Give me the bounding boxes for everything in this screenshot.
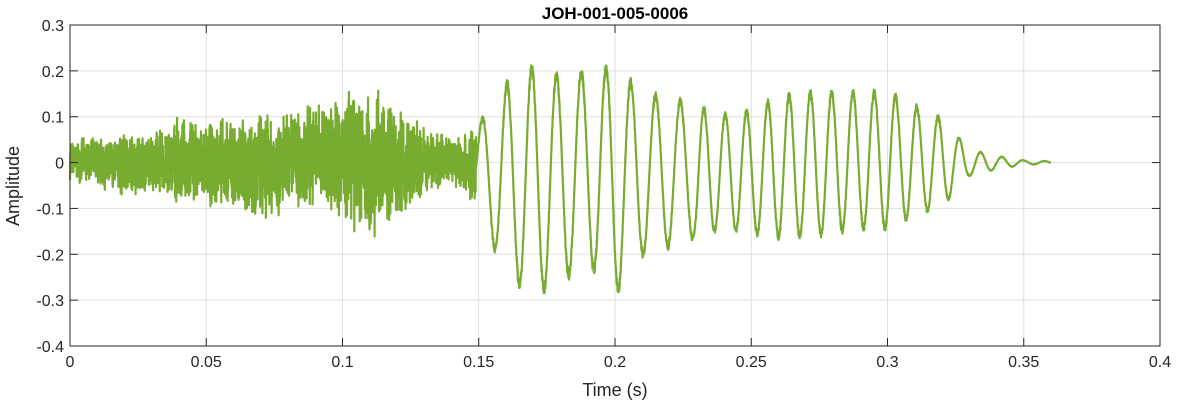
chart-title: JOH-001-005-0006 xyxy=(542,4,688,23)
y-tick-label: -0.4 xyxy=(36,339,64,356)
x-tick-label: 0.05 xyxy=(191,354,222,371)
x-tick-label: 0.35 xyxy=(1008,354,1039,371)
y-tick-label: 0.3 xyxy=(42,18,64,35)
x-tick-label: 0.25 xyxy=(736,354,767,371)
x-tick-labels: 0 0.05 0.1 0.15 0.2 0.25 0.3 0.35 0.4 xyxy=(66,354,1172,371)
y-tick-label: -0.1 xyxy=(36,201,64,218)
y-tick-label: 0.2 xyxy=(42,64,64,81)
ticks xyxy=(69,24,1161,347)
x-tick-label: 0.4 xyxy=(1149,354,1171,371)
x-tick-label: 0.15 xyxy=(463,354,494,371)
y-tick-label: -0.3 xyxy=(36,293,64,310)
y-axis-label: Amplitude xyxy=(3,146,23,226)
x-tick-label: 0.3 xyxy=(876,354,898,371)
x-tick-label: 0.1 xyxy=(331,354,353,371)
y-tick-label: 0 xyxy=(55,156,64,173)
series-line xyxy=(68,64,1052,295)
x-axis-label: Time (s) xyxy=(582,380,647,400)
x-tick-label: 0.2 xyxy=(604,354,626,371)
y-tick-label: 0.1 xyxy=(42,110,64,127)
x-tick-label: 0 xyxy=(66,354,75,371)
y-tick-labels: -0.4 -0.3 -0.2 -0.1 0 0.1 0.2 0.3 xyxy=(36,18,64,356)
y-tick-label: -0.2 xyxy=(36,247,64,264)
